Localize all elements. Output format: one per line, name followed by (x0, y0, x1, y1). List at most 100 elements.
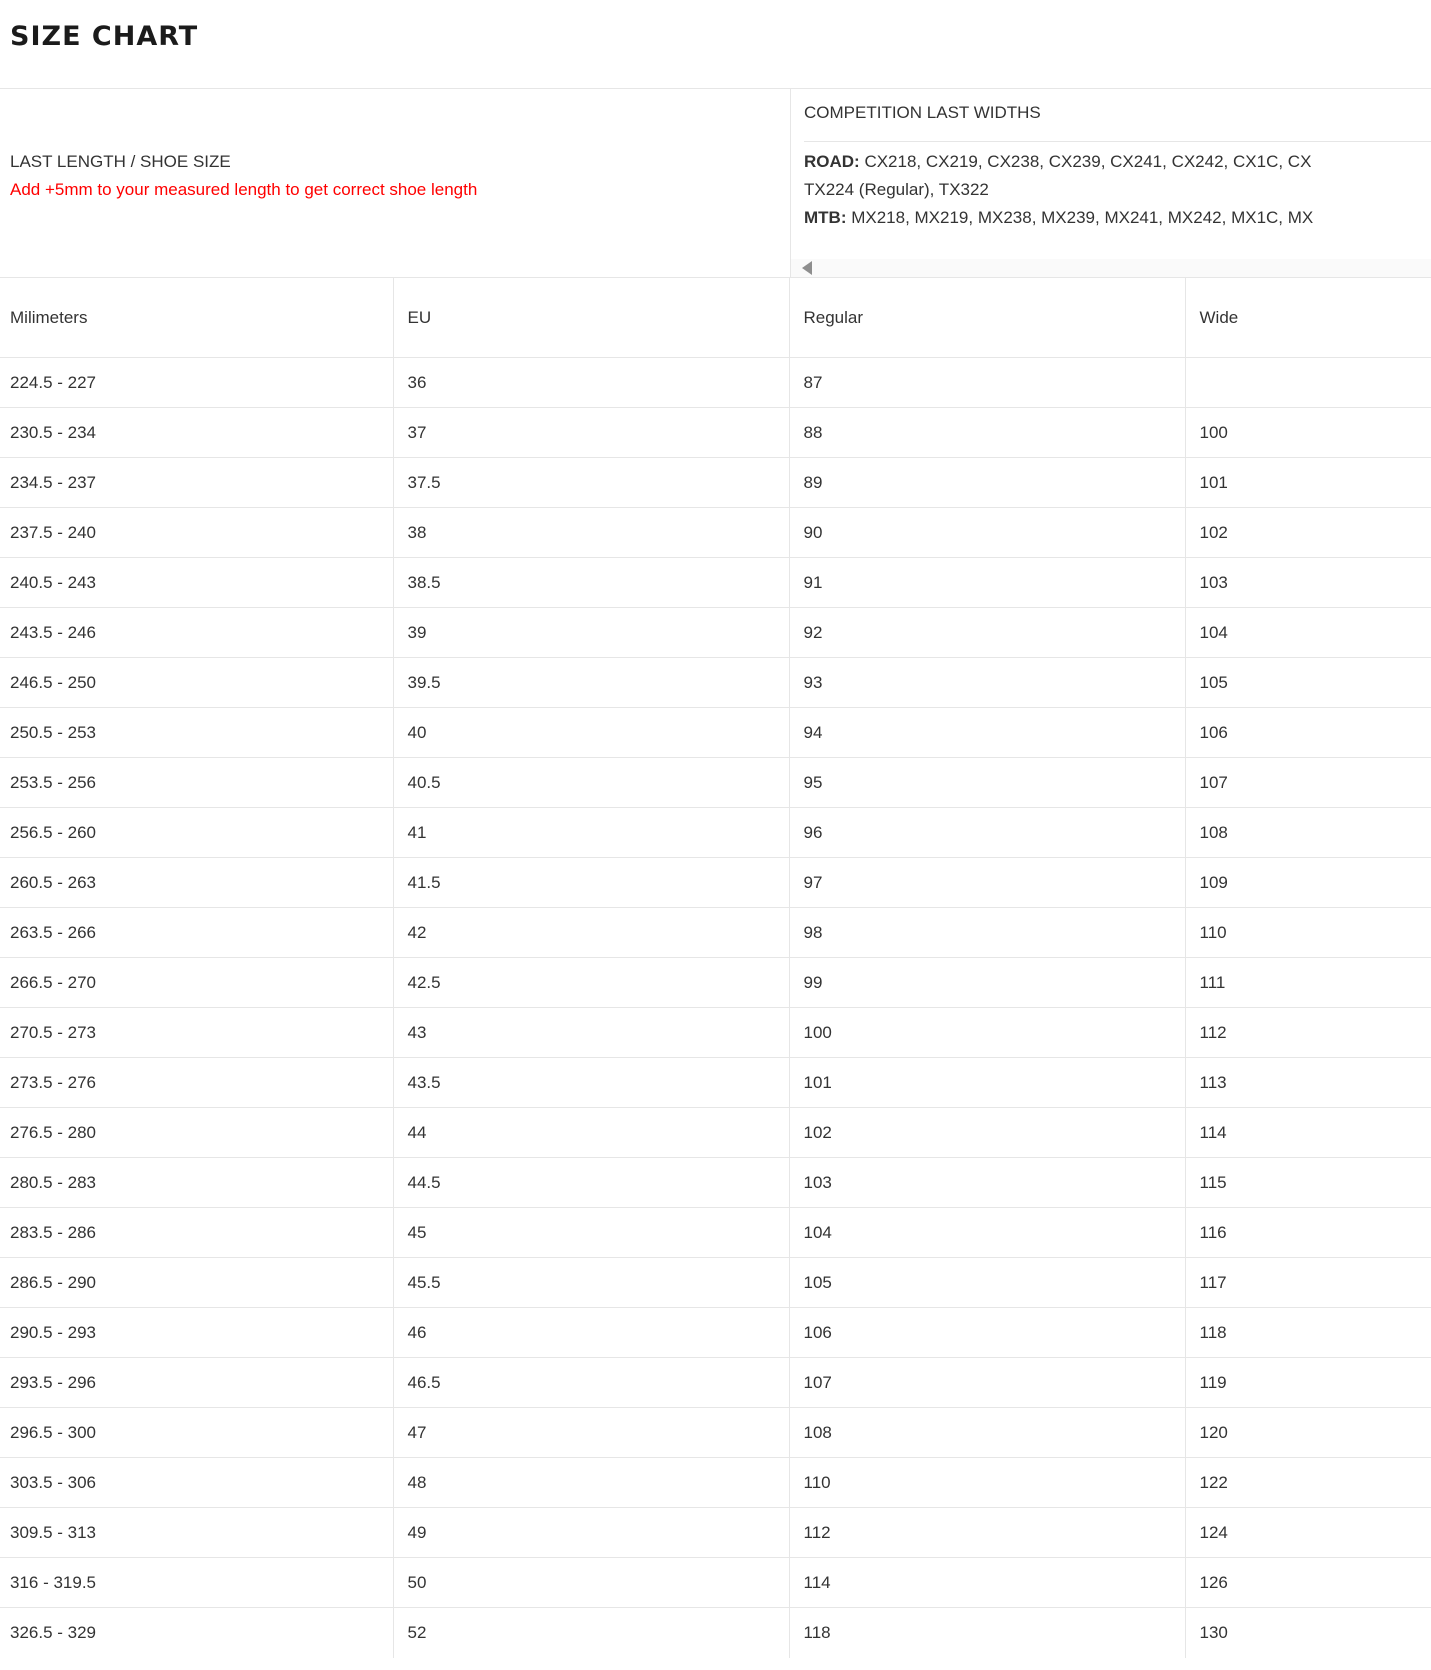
table-cell: 106 (788, 1307, 1185, 1358)
table-row: 256.5 - 260 41 96 108 (0, 807, 1431, 858)
table-cell: 95 (788, 757, 1185, 808)
table-cell: 256.5 - 260 (0, 807, 393, 858)
table-cell: 50 (392, 1557, 789, 1608)
mtb-list: MX218, MX219, MX238, MX239, MX241, MX242… (846, 208, 1314, 227)
road-label: ROAD: (804, 152, 860, 171)
table-cell: 102 (1184, 507, 1431, 558)
table-cell: 38.5 (392, 557, 789, 608)
road-widths-line: ROAD: CX218, CX219, CX238, CX239, CX241,… (804, 148, 1431, 176)
table-cell: 47 (392, 1407, 789, 1458)
table-cell: 260.5 - 263 (0, 857, 393, 908)
table-cell: 309.5 - 313 (0, 1507, 393, 1558)
table-cell: 326.5 - 329 (0, 1607, 393, 1658)
table-cell: 118 (788, 1607, 1185, 1658)
table-row: 280.5 - 283 44.5 103 115 (0, 1157, 1431, 1208)
table-cell: 39 (392, 607, 789, 658)
table-cell: 88 (788, 407, 1185, 458)
table-cell: 46 (392, 1307, 789, 1358)
table-cell: 99 (788, 957, 1185, 1008)
table-row: 293.5 - 296 46.5 107 119 (0, 1357, 1431, 1408)
table-cell: 234.5 - 237 (0, 457, 393, 508)
column-header-regular: Regular (788, 277, 1185, 358)
table-cell: 316 - 319.5 (0, 1557, 393, 1608)
table-row: 260.5 - 263 41.5 97 109 (0, 857, 1431, 908)
table-cell: 130 (1184, 1607, 1431, 1658)
table-row: 237.5 - 240 38 90 102 (0, 507, 1431, 558)
table-cell: 45 (392, 1207, 789, 1258)
table-cell: 105 (1184, 657, 1431, 708)
table-cell: 296.5 - 300 (0, 1407, 393, 1458)
table-cell: 118 (1184, 1307, 1431, 1358)
table-cell: 114 (1184, 1107, 1431, 1158)
table-cell: 116 (1184, 1207, 1431, 1258)
table-cell: 122 (1184, 1457, 1431, 1508)
page-title: SIZE CHART (10, 21, 199, 52)
table-cell: 230.5 - 234 (0, 407, 393, 458)
table-cell: 112 (1184, 1007, 1431, 1058)
table-cell (1184, 357, 1431, 408)
scroll-left-button[interactable] (802, 261, 816, 275)
table-row: 270.5 - 273 43 100 112 (0, 1007, 1431, 1058)
table-cell: 263.5 - 266 (0, 907, 393, 958)
table-row: 309.5 - 313 49 112 124 (0, 1507, 1431, 1558)
table-cell: 110 (1184, 907, 1431, 958)
table-row: 224.5 - 227 36 87 (0, 357, 1431, 408)
table-cell: 43.5 (392, 1057, 789, 1108)
table-row: 283.5 - 286 45 104 116 (0, 1207, 1431, 1258)
table-cell: 52 (392, 1607, 789, 1658)
table-row: 240.5 - 243 38.5 91 103 (0, 557, 1431, 608)
table-row: 273.5 - 276 43.5 101 113 (0, 1057, 1431, 1108)
table-cell: 38 (392, 507, 789, 558)
column-header-milimeters: Milimeters (0, 277, 393, 358)
table-cell: 286.5 - 290 (0, 1257, 393, 1308)
table-cell: 36 (392, 357, 789, 408)
table-row: 276.5 - 280 44 102 114 (0, 1107, 1431, 1158)
table-cell: 44.5 (392, 1157, 789, 1208)
table-cell: 108 (1184, 807, 1431, 858)
road-list: CX218, CX219, CX238, CX239, CX241, CX242… (859, 152, 1312, 171)
table-cell: 112 (788, 1507, 1185, 1558)
table-cell: 91 (788, 557, 1185, 608)
table-cell: 93 (788, 657, 1185, 708)
table-cell: 46.5 (392, 1357, 789, 1408)
table-cell: 303.5 - 306 (0, 1457, 393, 1508)
table-row: 303.5 - 306 48 110 122 (0, 1457, 1431, 1508)
table-cell: 103 (788, 1157, 1185, 1208)
table-cell: 250.5 - 253 (0, 707, 393, 758)
table-cell: 42 (392, 907, 789, 958)
table-row: 230.5 - 234 37 88 100 (0, 407, 1431, 458)
competition-widths-header-cell: COMPETITION LAST WIDTHS ROAD: CX218, CX2… (790, 89, 1431, 277)
column-header-eu: EU (392, 277, 789, 358)
table-cell: 237.5 - 240 (0, 507, 393, 558)
table-cell: 293.5 - 296 (0, 1357, 393, 1408)
table-cell: 270.5 - 273 (0, 1007, 393, 1058)
table-cell: 43 (392, 1007, 789, 1058)
table-cell: 276.5 - 280 (0, 1107, 393, 1158)
table-row: 286.5 - 290 45.5 105 117 (0, 1257, 1431, 1308)
table-cell: 280.5 - 283 (0, 1157, 393, 1208)
table-cell: 104 (1184, 607, 1431, 658)
table-cell: 39.5 (392, 657, 789, 708)
table-cell: 44 (392, 1107, 789, 1158)
mtb-widths-line: MTB: MX218, MX219, MX238, MX239, MX241, … (804, 204, 1431, 232)
table-cell: 246.5 - 250 (0, 657, 393, 708)
table-cell: 90 (788, 507, 1185, 558)
table-cell: 41.5 (392, 857, 789, 908)
table-row: 263.5 - 266 42 98 110 (0, 907, 1431, 958)
table-cell: 107 (1184, 757, 1431, 808)
table-cell: 283.5 - 286 (0, 1207, 393, 1258)
table-cell: 110 (788, 1457, 1185, 1508)
table-row: 290.5 - 293 46 106 118 (0, 1307, 1431, 1358)
table-cell: 40 (392, 707, 789, 758)
size-chart-table: Milimeters EU Regular Wide 224.5 - 227 36… (0, 277, 1431, 1658)
horizontal-scrollbar[interactable] (791, 259, 1431, 277)
table-cell: 103 (1184, 557, 1431, 608)
scroll-left-icon (802, 261, 812, 275)
table-cell: 105 (788, 1257, 1185, 1308)
table-cell: 45.5 (392, 1257, 789, 1308)
table-cell: 243.5 - 246 (0, 607, 393, 658)
table-cell: 126 (1184, 1557, 1431, 1608)
table-cell: 37 (392, 407, 789, 458)
table-cell: 109 (1184, 857, 1431, 908)
competition-widths-title: COMPETITION LAST WIDTHS (804, 103, 1041, 122)
